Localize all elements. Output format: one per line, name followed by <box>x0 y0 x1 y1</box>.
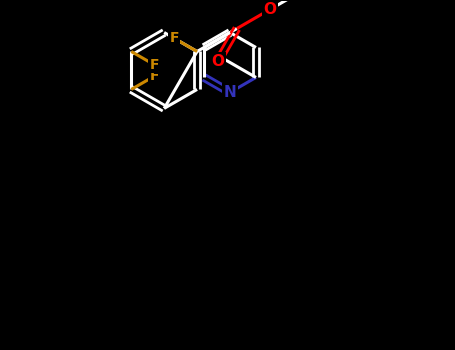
Text: O: O <box>212 54 224 69</box>
Text: F: F <box>150 58 159 72</box>
Text: F: F <box>169 31 179 45</box>
Text: O: O <box>263 2 276 17</box>
Text: N: N <box>223 85 237 100</box>
Text: F: F <box>150 69 159 83</box>
